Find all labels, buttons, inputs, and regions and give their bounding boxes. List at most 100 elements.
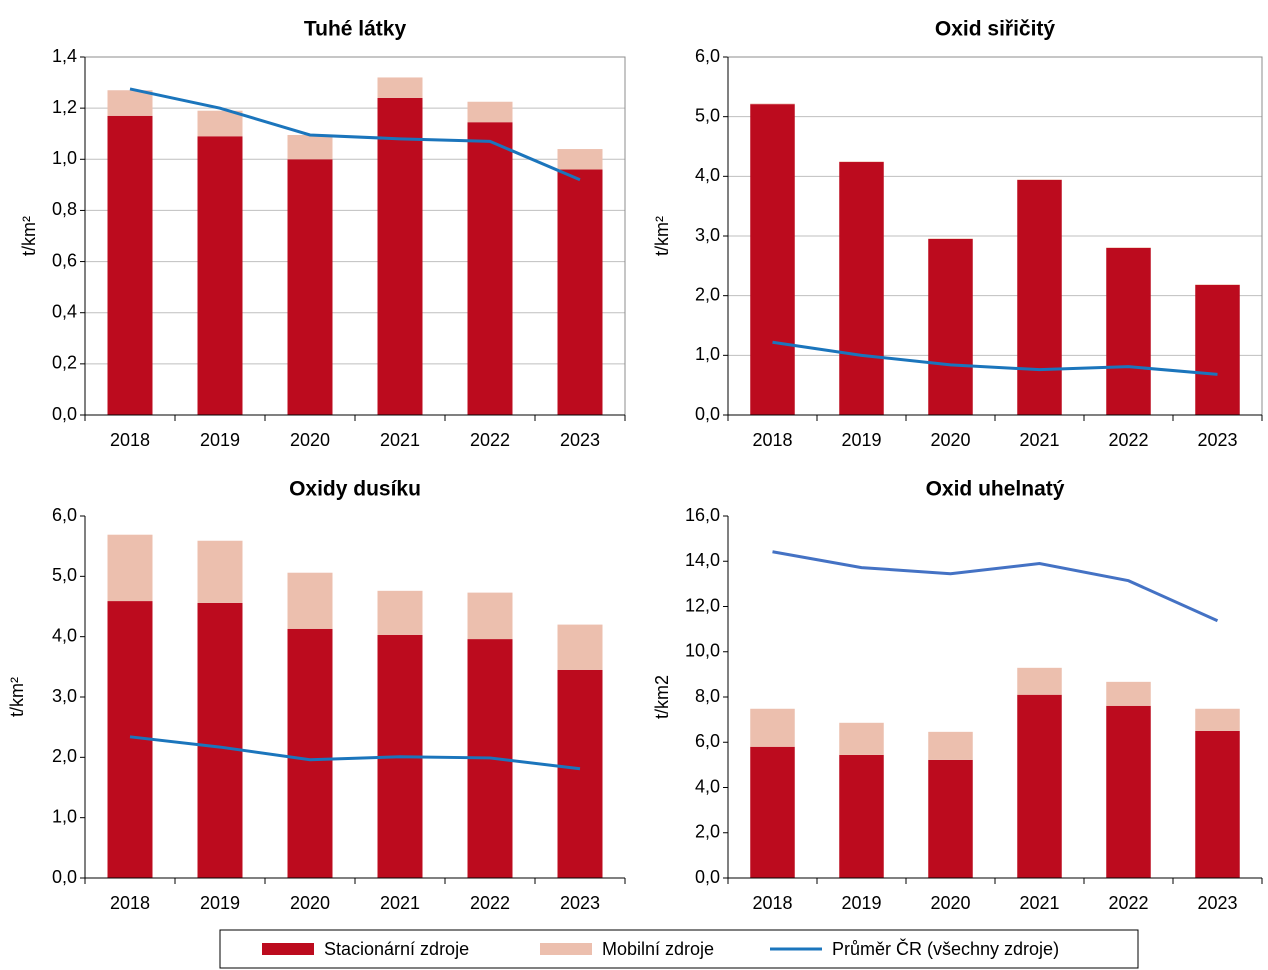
x-tick-label: 2023 <box>1197 430 1237 450</box>
y-tick-label: 14,0 <box>685 550 720 570</box>
x-tick-label: 2020 <box>930 430 970 450</box>
y-tick-label: 3,0 <box>52 686 77 706</box>
bar <box>1195 730 1240 878</box>
x-tick-label: 2018 <box>752 893 792 913</box>
chart-title: Oxid siřičitý <box>935 18 1056 41</box>
y-tick-label: 1,0 <box>695 344 720 364</box>
x-tick-label: 2019 <box>841 430 881 450</box>
legend-label: Stacionární zdroje <box>324 939 469 959</box>
x-tick-label: 2020 <box>290 430 330 450</box>
bar <box>377 97 423 416</box>
y-axis-label: t/km2 <box>652 675 672 719</box>
bar <box>928 238 973 239</box>
chart-title: Tuhé látky <box>304 18 407 41</box>
bar <box>928 238 973 415</box>
x-tick-label: 2022 <box>1108 893 1148 913</box>
plot-frame <box>728 516 1262 878</box>
bar <box>839 161 884 163</box>
legend-label: Průměr ČR (všechny zdroje) <box>832 938 1059 959</box>
x-tick-label: 2019 <box>200 893 240 913</box>
x-tick-label: 2022 <box>1108 430 1148 450</box>
x-tick-label: 2021 <box>380 893 420 913</box>
x-tick-label: 2023 <box>1197 893 1237 913</box>
x-tick-label: 2018 <box>110 430 150 450</box>
bar <box>1195 284 1240 415</box>
y-tick-label: 4,0 <box>695 776 720 796</box>
y-tick-label: 1,0 <box>52 806 77 826</box>
bar <box>287 628 333 878</box>
x-tick-label: 2021 <box>1019 430 1059 450</box>
bar <box>750 103 795 105</box>
bar <box>839 722 884 755</box>
legend-swatch <box>262 943 314 955</box>
bar <box>1106 705 1151 878</box>
y-tick-label: 1,4 <box>52 46 77 66</box>
y-tick-label: 0,0 <box>52 867 77 887</box>
y-tick-label: 4,0 <box>695 165 720 185</box>
bar <box>197 136 243 415</box>
x-tick-label: 2019 <box>200 430 240 450</box>
legend-swatch <box>540 943 592 955</box>
x-tick-label: 2019 <box>841 893 881 913</box>
chart-title: Oxidy dusíku <box>289 478 421 501</box>
line-series <box>772 340 1218 376</box>
bar <box>467 122 513 415</box>
y-tick-label: 0,0 <box>695 404 720 424</box>
x-tick-label: 2018 <box>110 893 150 913</box>
legend-label: Mobilní zdroje <box>602 939 714 959</box>
bar <box>287 134 333 160</box>
y-tick-label: 0,0 <box>695 867 720 887</box>
bar <box>107 90 153 116</box>
bar <box>287 159 333 415</box>
bar <box>839 162 884 415</box>
y-tick-label: 2,0 <box>695 284 720 304</box>
bar <box>377 77 423 98</box>
bar <box>1195 708 1240 731</box>
x-tick-label: 2021 <box>1019 893 1059 913</box>
line-series <box>129 735 581 771</box>
y-tick-label: 2,0 <box>52 746 77 766</box>
y-axis-label: t/km² <box>652 216 672 256</box>
bar <box>197 602 243 878</box>
x-tick-label: 2022 <box>470 893 510 913</box>
bar <box>107 115 153 416</box>
y-tick-label: 10,0 <box>685 641 720 661</box>
y-tick-label: 0,8 <box>52 199 77 219</box>
y-tick-label: 0,0 <box>52 404 77 424</box>
bar <box>1017 667 1062 695</box>
y-tick-label: 1,0 <box>52 148 77 168</box>
bar <box>467 592 513 640</box>
bar <box>467 101 513 123</box>
bar <box>107 534 153 602</box>
x-tick-label: 2018 <box>752 430 792 450</box>
line-series <box>129 87 581 182</box>
y-axis-label: t/km² <box>7 677 27 717</box>
bar <box>1017 179 1062 415</box>
plot-frame <box>85 516 625 878</box>
bar <box>287 572 333 629</box>
legend-box <box>219 929 1139 969</box>
y-tick-label: 12,0 <box>685 595 720 615</box>
bar <box>928 731 973 760</box>
y-tick-label: 8,0 <box>695 686 720 706</box>
bar <box>1195 284 1240 285</box>
bar <box>557 169 603 415</box>
x-tick-label: 2022 <box>470 430 510 450</box>
chart-title: Oxid uhelnatý <box>926 478 1065 501</box>
y-tick-label: 3,0 <box>695 225 720 245</box>
bar <box>750 104 795 416</box>
y-tick-label: 6,0 <box>695 731 720 751</box>
bar <box>197 540 243 603</box>
bar <box>750 708 795 747</box>
bar <box>750 746 795 878</box>
y-tick-label: 5,0 <box>695 105 720 125</box>
y-tick-label: 6,0 <box>52 505 77 525</box>
x-tick-label: 2020 <box>930 893 970 913</box>
y-tick-label: 6,0 <box>695 46 720 66</box>
x-tick-label: 2023 <box>560 430 600 450</box>
y-tick-label: 1,2 <box>52 97 77 117</box>
y-tick-label: 4,0 <box>52 625 77 645</box>
bar <box>928 759 973 878</box>
plot-frame <box>84 56 626 416</box>
